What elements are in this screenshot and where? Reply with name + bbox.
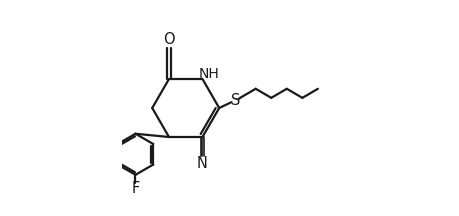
Text: NH: NH	[198, 67, 218, 81]
Text: F: F	[131, 181, 140, 196]
Text: O: O	[163, 32, 174, 47]
Text: N: N	[196, 157, 207, 172]
Text: S: S	[230, 93, 240, 108]
